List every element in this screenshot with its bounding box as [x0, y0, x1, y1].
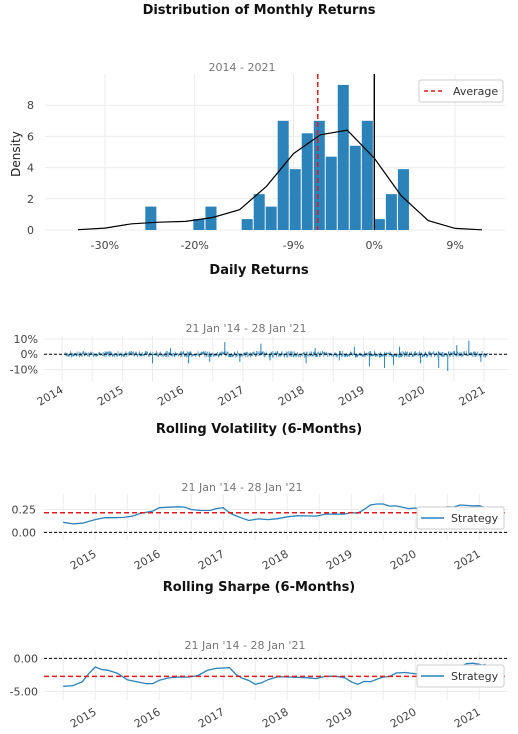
daily-returns-x-tick-label: 2014: [35, 383, 66, 408]
rolling-sharpe-x-tick-label: 2019: [324, 705, 355, 730]
rolling-volatility-subtitle: 21 Jan '14 - 28 Jan '21: [182, 481, 303, 494]
daily-returns-spikes: [64, 340, 489, 371]
rolling-sharpe-x-ticks: 2015 2016 2017 2018 2019 2020 2021: [68, 705, 483, 730]
rolling-volatility-x-tick-label: 2021: [452, 547, 483, 572]
distribution-grid: [45, 74, 505, 231]
rolling-sharpe-x-tick-label: 2021: [452, 705, 483, 730]
rolling-volatility-x-tick-label: 2019: [324, 547, 355, 572]
rolling-sharpe-x-tick-label: 2015: [68, 705, 99, 730]
daily-returns-x-tick-label: 2015: [95, 383, 126, 408]
distribution-bars: [145, 84, 409, 230]
rolling-sharpe-y-ticks: 0.00 -5.00: [10, 652, 38, 698]
distribution-bar: [241, 219, 253, 230]
distribution-x-tick-label: 0%: [366, 239, 383, 252]
rolling-sharpe-legend-box: [416, 664, 505, 688]
daily-returns-y-tick-label: -10%: [10, 363, 38, 376]
distribution-subtitle: 2014 - 2021: [209, 61, 276, 74]
distribution-y-tick-label: 2: [27, 193, 34, 206]
rolling-sharpe-legend: Strategy: [416, 664, 505, 688]
distribution-bar: [277, 120, 289, 230]
rolling-volatility-panel: Rolling Volatility (6-Months) 21 Jan '14…: [12, 422, 508, 573]
distribution-legend-label: Average: [453, 85, 498, 98]
rolling-volatility-legend-label: Strategy: [451, 512, 499, 525]
rolling-volatility-y-ticks: 0.25 0.00: [12, 504, 37, 540]
distribution-bar: [385, 194, 397, 230]
rolling-sharpe-title: Rolling Sharpe (6-Months): [163, 580, 356, 595]
rolling-volatility-x-tick-label: 2017: [196, 547, 227, 572]
distribution-bar: [373, 219, 385, 230]
distribution-bar: [193, 219, 205, 230]
daily-returns-x-tick-label: 2017: [216, 383, 247, 408]
daily-returns-x-tick-label: 2016: [155, 383, 186, 408]
distribution-x-tick-label: -20%: [180, 239, 208, 252]
rolling-sharpe-x-tick-label: 2016: [132, 705, 163, 730]
distribution-bar: [349, 145, 361, 230]
rolling-volatility-y-tick-label: 0.25: [12, 504, 37, 517]
distribution-y-ticks: 0 2 4 6 8: [27, 99, 34, 237]
daily-returns-panel: Daily Returns 21 Jan '14 - 28 Jan '21 20…: [10, 263, 508, 409]
distribution-y-tick-label: 6: [27, 130, 34, 143]
distribution-x-ticks: -30% -20% -9% 0% 9%: [91, 239, 464, 252]
rolling-volatility-x-tick-label: 2020: [388, 547, 419, 572]
rolling-volatility-x-tick-label: 2018: [260, 547, 291, 572]
rolling-volatility-y-tick-label: 0.00: [12, 526, 37, 539]
daily-returns-y-tick-label: 0%: [21, 348, 38, 361]
daily-returns-x-tick-label: 2018: [276, 383, 307, 408]
distribution-y-tick-label: 8: [27, 99, 34, 112]
distribution-legend-box: [418, 79, 504, 103]
daily-returns-x-ticks: 2014 2015 2016 2017 2018 2019 2020 2021: [35, 383, 488, 408]
rolling-volatility-legend: Strategy: [416, 506, 505, 530]
daily-returns-title: Daily Returns: [209, 263, 308, 278]
distribution-bar: [361, 120, 373, 230]
daily-returns-y-tick-label: 10%: [14, 333, 38, 346]
rolling-sharpe-legend-label: Strategy: [451, 670, 499, 683]
rolling-volatility-legend-box: [416, 506, 505, 530]
distribution-bar: [289, 169, 301, 230]
distribution-bar: [301, 133, 313, 230]
distribution-bar: [325, 156, 337, 230]
rolling-sharpe-y-tick-label: -5.00: [10, 686, 38, 699]
rolling-sharpe-x-tick-label: 2017: [196, 705, 227, 730]
rolling-sharpe-subtitle: 21 Jan '14 - 28 Jan '21: [185, 639, 306, 652]
distribution-x-tick-label: -9%: [283, 239, 304, 252]
distribution-y-tick-label: 0: [27, 224, 34, 237]
distribution-bar: [337, 84, 349, 230]
daily-returns-y-ticks: 10% 0% -10%: [10, 333, 38, 376]
distribution-bar: [397, 169, 409, 230]
rolling-sharpe-panel: Rolling Sharpe (6-Months) 21 Jan '14 - 2…: [10, 580, 508, 731]
distribution-bar: [145, 206, 157, 230]
distribution-bar: [265, 206, 277, 230]
rolling-volatility-x-ticks: 2015 2016 2017 2018 2019 2020 2021: [68, 547, 483, 572]
rolling-sharpe-x-tick-label: 2018: [260, 705, 291, 730]
distribution-panel: Distribution of Monthly Returns 2014 - 2…: [9, 3, 505, 252]
distribution-kde-curve: [77, 129, 483, 231]
daily-returns-subtitle: 21 Jan '14 - 28 Jan '21: [186, 322, 307, 335]
distribution-title: Distribution of Monthly Returns: [143, 3, 376, 18]
rolling-volatility-x-tick-label: 2015: [68, 547, 99, 572]
daily-returns-x-tick-label: 2021: [457, 383, 488, 408]
rolling-volatility-x-tick-label: 2016: [132, 547, 163, 572]
daily-returns-x-tick-label: 2019: [336, 383, 367, 408]
distribution-x-tick-label: 9%: [446, 239, 463, 252]
distribution-bar: [313, 120, 325, 230]
rolling-volatility-title: Rolling Volatility (6-Months): [156, 422, 362, 437]
daily-returns-x-tick-label: 2020: [396, 383, 427, 408]
rolling-sharpe-y-tick-label: 0.00: [14, 652, 39, 665]
distribution-x-tick-label: -30%: [91, 239, 119, 252]
distribution-ylabel: Density: [9, 131, 23, 177]
distribution-bar: [253, 194, 265, 230]
distribution-legend: Average: [418, 79, 504, 103]
rolling-sharpe-x-tick-label: 2020: [388, 705, 419, 730]
distribution-y-tick-label: 4: [27, 162, 34, 175]
